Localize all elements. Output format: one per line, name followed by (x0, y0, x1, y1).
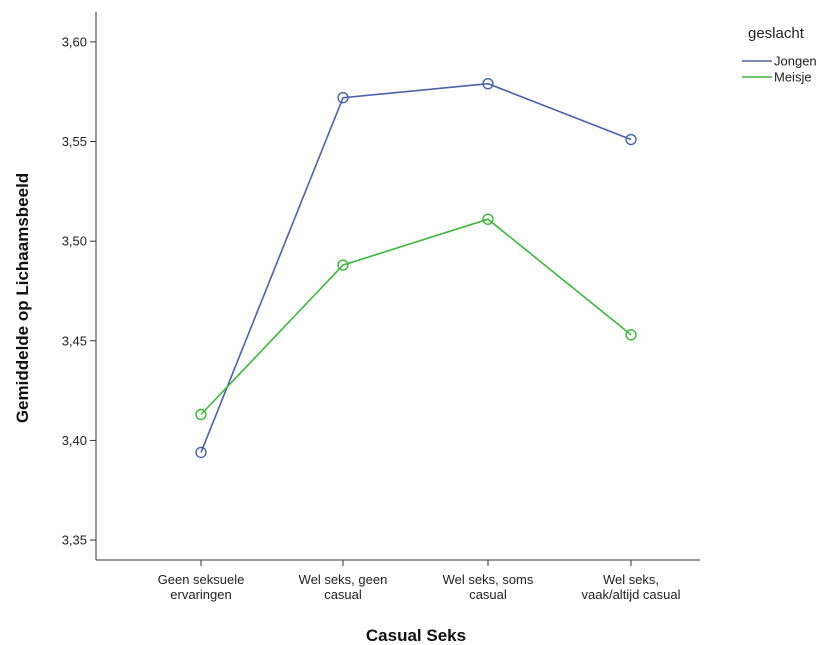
legend-label-jongen: Jongen (774, 54, 817, 69)
series-group (195, 77, 637, 459)
x-tick-label-line: vaak/altijd casual (582, 587, 681, 602)
x-axis-title: Casual Seks (366, 626, 466, 645)
data-point-jongen (337, 91, 349, 104)
data-point-jongen (482, 77, 494, 90)
x-tick-label: Wel seks, soms casual (443, 572, 534, 602)
x-tick-label-line: Wel seks, soms (443, 572, 534, 587)
y-tick-label: 3,60 (62, 34, 87, 49)
y-axis-title: Gemiddelde op Lichaamsbeeld (13, 173, 32, 423)
data-point-meisje (625, 329, 637, 341)
x-tick-label: Wel seks, geen casual (299, 572, 388, 602)
x-tick-label-line: casual (469, 587, 507, 602)
y-axis-ticks: 3,35 3,40 3,45 3,50 3,55 3,60 (62, 34, 96, 548)
legend-title: geslacht (748, 25, 805, 42)
data-point-meisje (482, 213, 494, 225)
x-tick-label-line: ervaringen (170, 587, 231, 602)
y-tick-label: 3,55 (62, 134, 87, 149)
x-tick-label-line: Geen seksuele (158, 572, 245, 587)
series-line-jongen (200, 82, 632, 453)
data-point-jongen (625, 133, 637, 146)
data-point-meisje (337, 259, 349, 271)
data-point-jongen (195, 446, 207, 459)
x-tick-label-line: casual (324, 587, 362, 602)
y-tick-label: 3,45 (62, 333, 87, 348)
x-tick-label: Geen seksuele ervaringen (158, 572, 245, 602)
y-tick-label: 3,50 (62, 234, 87, 249)
x-tick-label: Wel seks, vaak/altijd casual (582, 572, 681, 602)
x-tick-label-line: Wel seks, geen (299, 572, 388, 587)
y-tick-label: 3,35 (62, 533, 87, 548)
y-tick-label: 3,40 (62, 433, 87, 448)
series-line-meisje (200, 218, 632, 416)
data-point-meisje (195, 408, 207, 421)
axes (95, 12, 700, 561)
legend-label-meisje: Meisje (774, 70, 812, 85)
x-tick-label-line: Wel seks, (603, 572, 659, 587)
